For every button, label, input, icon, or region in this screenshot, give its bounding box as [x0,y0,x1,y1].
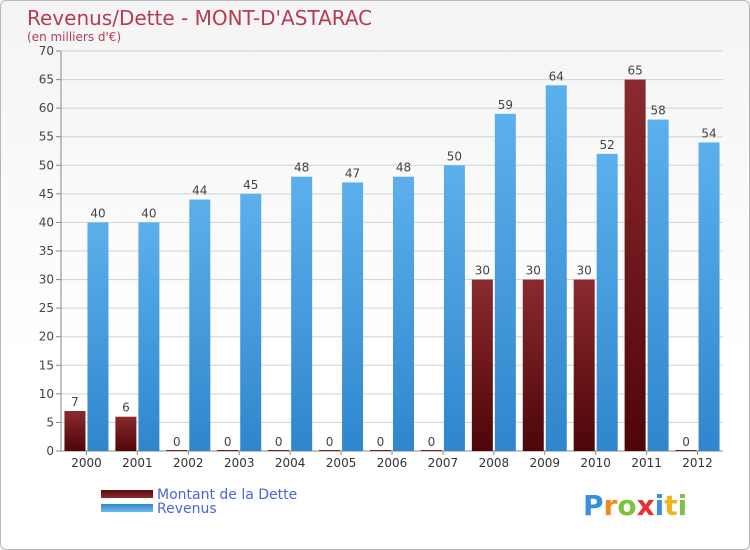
data-label-revenue: 54 [701,126,716,140]
y-tick-label: 45 [39,187,54,201]
data-label-revenue: 40 [90,206,105,220]
bar-debt [573,279,595,451]
logo-letter: i [654,489,665,522]
y-tick-label: 25 [39,301,54,315]
bar-debt [420,450,442,451]
y-tick-label: 60 [39,101,54,115]
data-label-debt: 0 [682,435,690,449]
bar-revenue [698,142,720,451]
y-tick-label: 70 [39,44,54,58]
proxiti-logo: Proxiti [583,489,687,522]
bar-revenue [596,153,618,451]
bar-debt [471,279,493,451]
y-tick-label: 20 [39,330,54,344]
bar-revenue [647,119,669,452]
data-label-debt: 30 [577,264,592,278]
data-label-revenue: 44 [192,184,207,198]
bar-revenue [494,113,516,451]
data-label-revenue: 45 [243,178,258,192]
y-tick-label: 55 [39,130,54,144]
logo-letter: r [603,489,618,522]
data-label-revenue: 50 [447,149,462,163]
data-label-debt: 0 [224,435,232,449]
bar-debt [675,450,697,451]
y-tick-label: 35 [39,244,54,258]
data-label-revenue: 48 [396,161,411,175]
x-tick-label: 2000 [71,456,102,470]
bar-debt [370,450,391,451]
logo-letter: t [664,489,678,522]
x-tick-label: 2011 [631,456,662,470]
data-label-debt: 30 [475,264,490,278]
data-label-debt: 0 [326,435,334,449]
bar-revenue [87,222,109,451]
data-label-debt: 65 [627,64,642,78]
bar-revenue [342,182,364,451]
data-label-debt: 0 [377,435,385,449]
bar-debt [624,79,646,452]
x-tick-label: 2005 [326,456,357,470]
x-tick-label: 2004 [275,456,306,470]
data-label-debt: 30 [526,264,541,278]
bar-debt [319,450,341,451]
x-tick-label: 2009 [529,456,560,470]
y-tick-label: 65 [39,73,54,87]
bar-revenue [545,85,567,452]
bar-debt [115,416,137,451]
y-tick-label: 15 [39,358,54,372]
y-tick-label: 0 [46,444,54,458]
logo-letter: P [583,489,604,522]
bar-debt [166,450,188,451]
x-tick-label: 2010 [580,456,611,470]
x-tick-label: 2002 [173,456,204,470]
data-label-revenue: 40 [141,206,156,220]
legend-label-debt: Montant de la Dette [157,487,298,503]
bar-debt [522,279,544,451]
bar-debt [217,450,239,451]
data-label-revenue: 64 [549,69,564,83]
y-tick-label: 30 [39,273,54,287]
chart-subtitle: (en milliers d'€) [27,30,122,44]
data-label-debt: 0 [173,435,181,449]
bar-revenue [443,165,465,452]
bar-debt [64,411,86,451]
data-label-revenue: 58 [650,104,665,118]
data-label-revenue: 47 [345,166,360,180]
bar-revenue [291,176,313,451]
bar-revenue [393,176,414,451]
y-tick-label: 40 [39,215,54,229]
data-label-revenue: 59 [498,98,513,112]
bar-revenue [138,222,160,451]
data-label-revenue: 52 [600,138,615,152]
legend-swatch-debt [101,490,153,498]
data-label-debt: 6 [122,401,130,415]
y-tick-label: 5 [46,415,54,429]
x-tick-label: 2003 [224,456,255,470]
logo-letter: o [617,489,637,522]
bar-revenue [189,199,211,451]
y-tick-label: 50 [39,158,54,172]
legend-swatch-revenue [101,504,153,512]
logo-letter: x [636,489,655,522]
x-tick-label: 2008 [479,456,510,470]
data-label-debt: 0 [428,435,436,449]
x-tick-label: 2001 [122,456,153,470]
x-tick-label: 2006 [377,456,408,470]
data-label-debt: 7 [71,395,79,409]
x-tick-label: 2007 [428,456,459,470]
chart-title: Revenus/Dette - MONT-D'ASTARAC [27,6,373,30]
logo-letter: i [677,489,688,522]
legend-label-revenue: Revenus [157,501,217,517]
bar-revenue [240,193,262,451]
x-tick-label: 2012 [682,456,713,470]
y-tick-label: 10 [39,387,54,401]
data-label-revenue: 48 [294,161,309,175]
bar-debt [268,450,290,451]
data-label-debt: 0 [275,435,283,449]
